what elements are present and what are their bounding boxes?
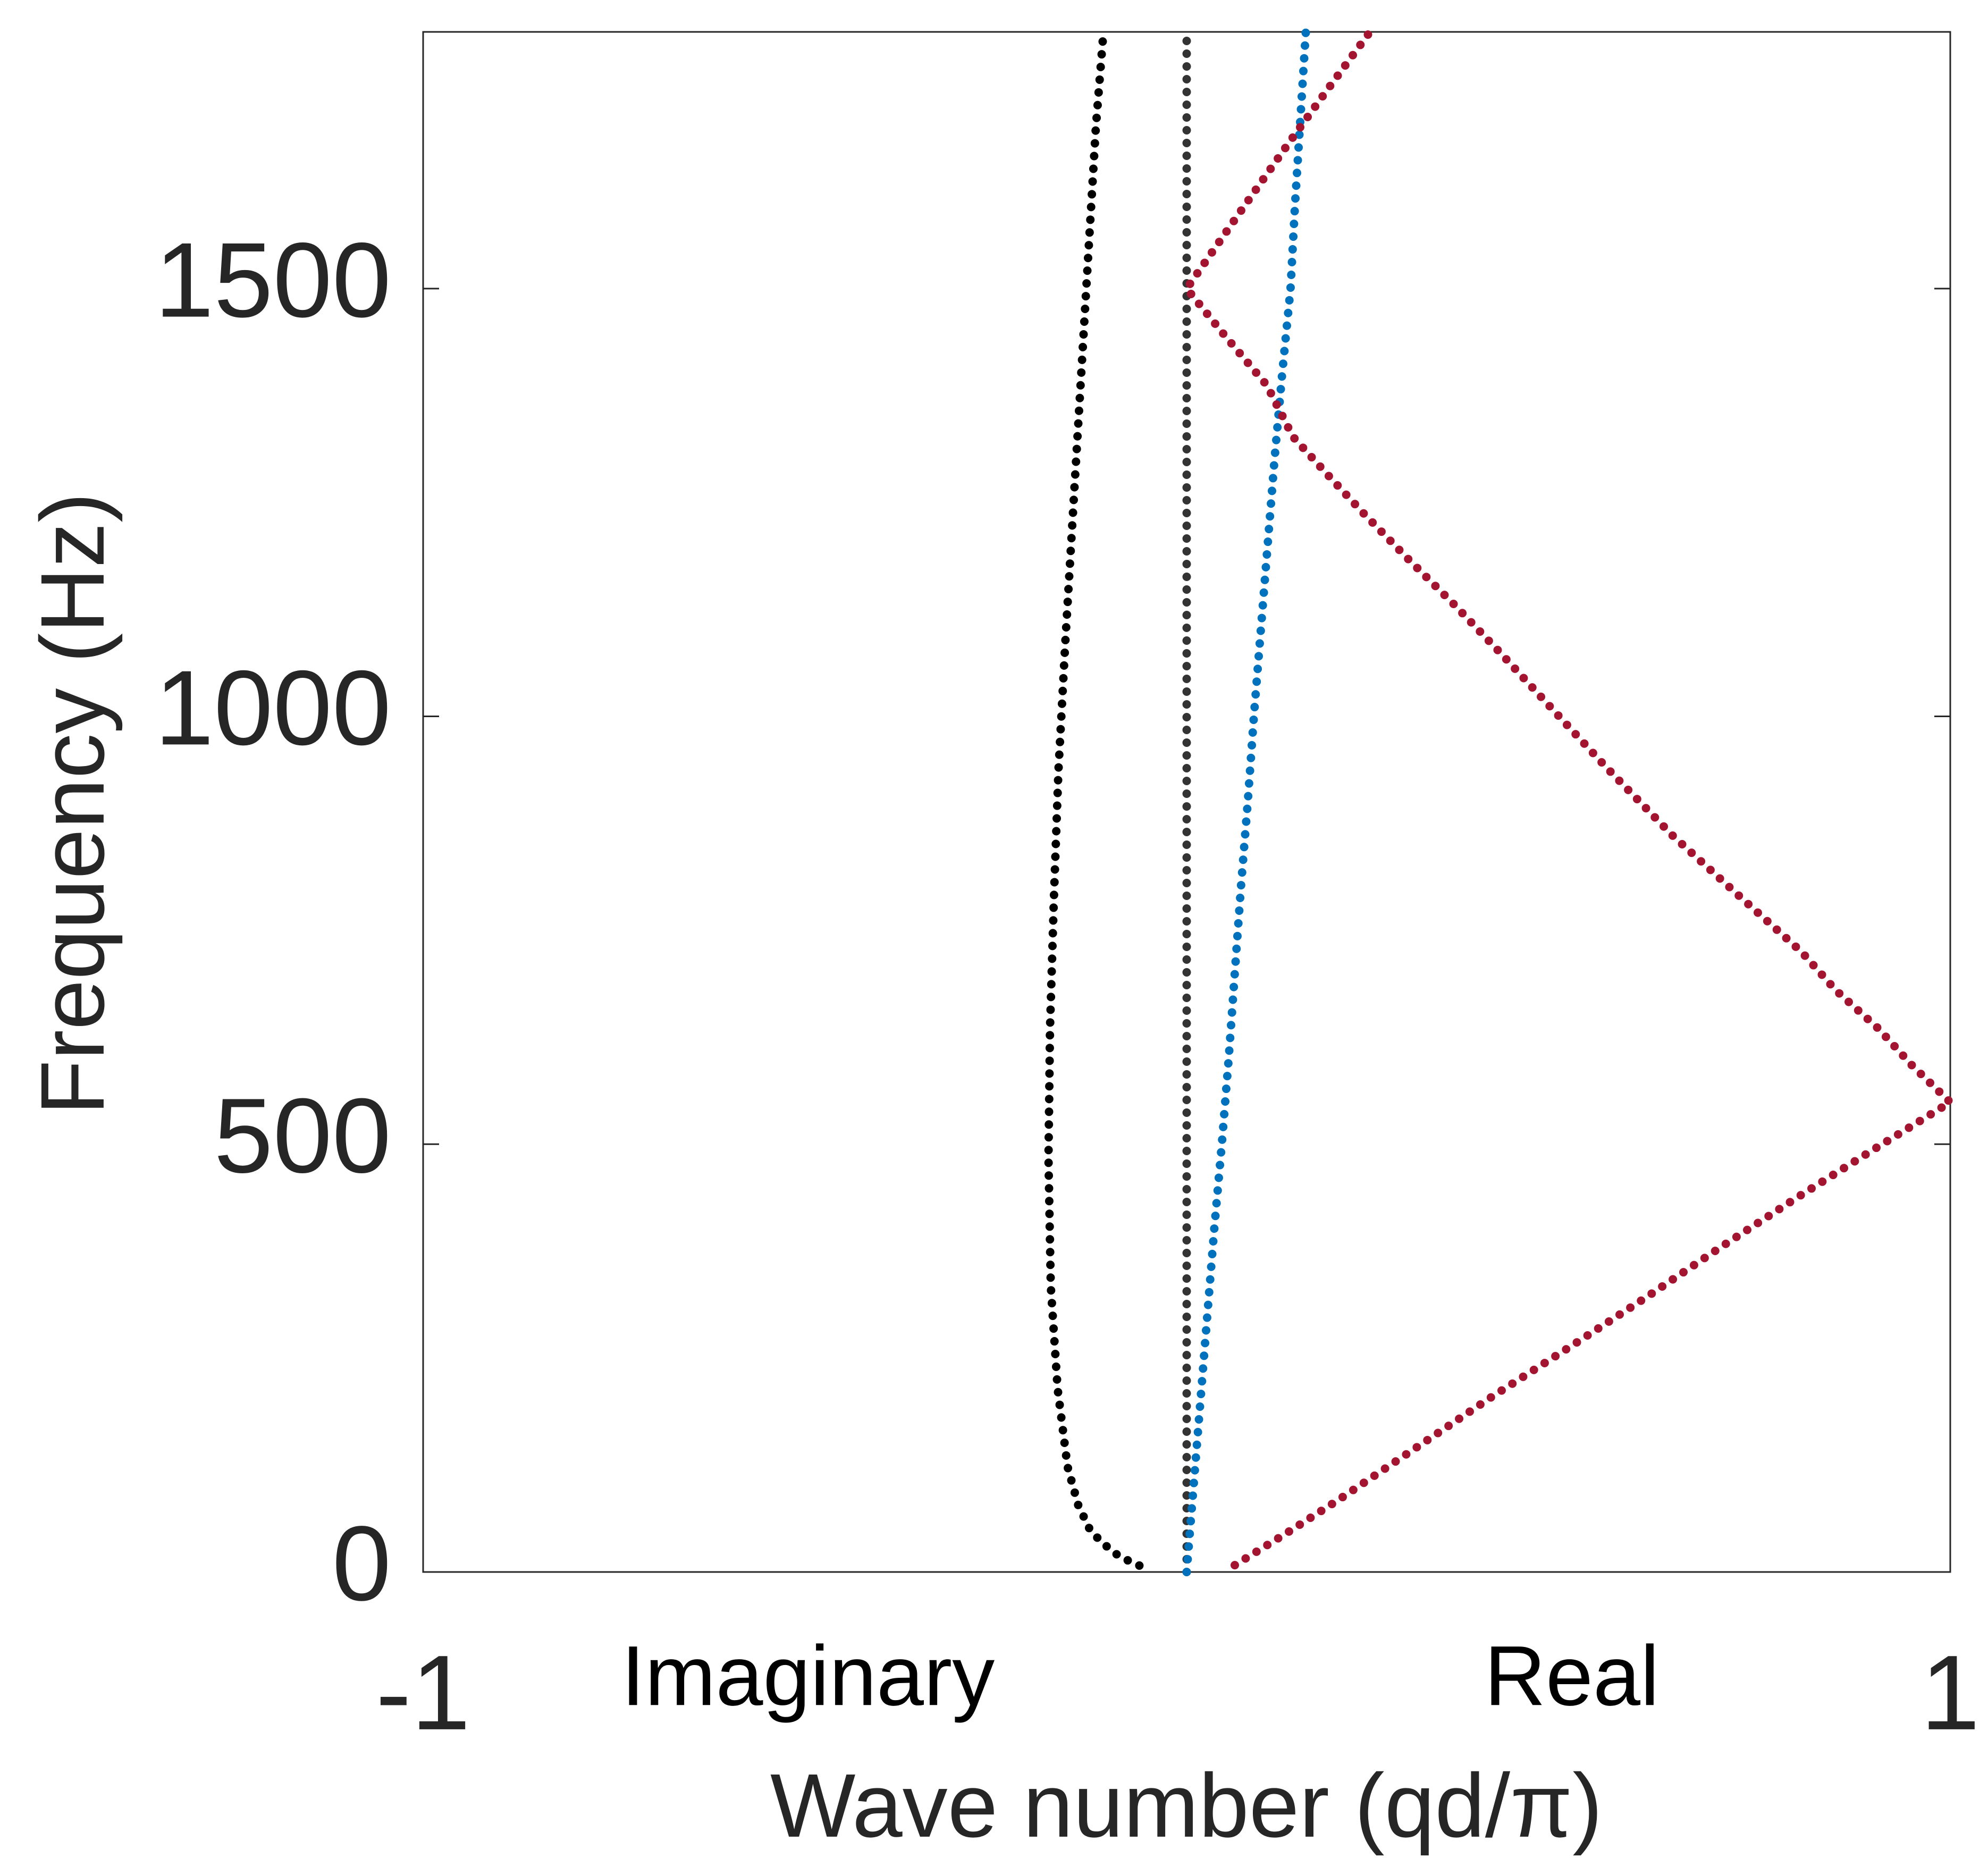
y-tick-label: 1000 <box>155 649 391 767</box>
x-tick-label: -1 <box>376 1634 470 1752</box>
y-tick-label: 0 <box>332 1504 391 1623</box>
dispersion-curve <box>1044 28 1144 1570</box>
y-tick-label: 1500 <box>155 221 391 340</box>
dispersion-curve <box>1181 28 1957 1570</box>
x-tick-label: 1 <box>1920 1634 1979 1752</box>
annotation: Real <box>1484 1628 1659 1723</box>
dispersion-curve <box>1182 28 1310 1576</box>
x-axis-label: Wave number (qd/π) <box>770 1755 1603 1856</box>
y-tick-label: 500 <box>214 1077 391 1195</box>
y-axis-label: Frequency (Hz) <box>22 492 123 1115</box>
annotation: Imaginary <box>621 1628 995 1723</box>
